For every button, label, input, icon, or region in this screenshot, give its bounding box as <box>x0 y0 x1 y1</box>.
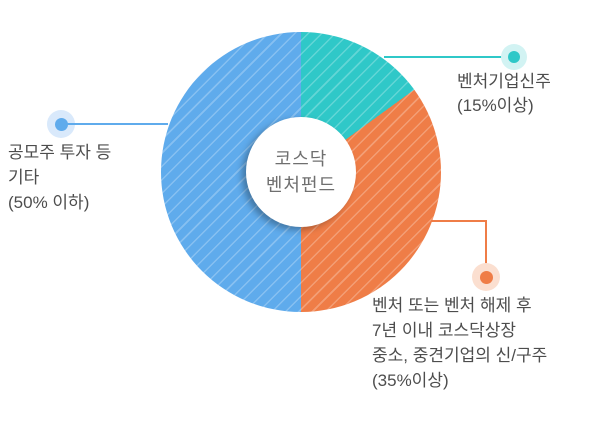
slice-label-line: 벤처 또는 벤처 해제 후 <box>372 296 532 315</box>
slice-label-line: 중소, 중견기업의 신/구주 <box>372 346 548 365</box>
callout-line-left <box>64 123 168 125</box>
callout-dot-bottom-right <box>472 263 500 291</box>
callout-line-bottom-right-horizontal <box>431 220 487 222</box>
slice-label-line: (15%이상) <box>457 96 534 115</box>
callout-dot-core-left <box>54 117 68 131</box>
slice-label-line: (35%이상) <box>372 371 449 390</box>
slice-label-line: 기타 <box>8 168 40 187</box>
callout-dot-core-top-right <box>508 51 520 63</box>
donut-center-title-line2: 벤처펀드 <box>265 175 337 195</box>
slice-label-public-offering: 공모주 투자 등 기타 (50% 이하) <box>8 140 111 215</box>
donut-center: 코스닥 벤처펀드 <box>246 117 356 227</box>
callout-dot-top-right <box>501 44 527 70</box>
callout-line-bottom-right-vertical <box>485 221 487 265</box>
slice-label-venture-new-shares: 벤처기업신주 (15%이상) <box>457 70 551 118</box>
donut-center-title-line1: 코스닥 <box>274 149 328 169</box>
slice-label-line: 7년 이내 코스닥상장 <box>372 321 517 340</box>
slice-label-kosdaq-listed-shares: 벤처 또는 벤처 해제 후 7년 이내 코스닥상장 중소, 중견기업의 신/구주… <box>372 293 547 393</box>
callout-line-top-right <box>384 56 514 58</box>
slice-label-line: 벤처기업신주 <box>457 72 551 91</box>
callout-dot-core-bottom-right <box>479 270 493 284</box>
slice-label-line: (50% 이하) <box>8 193 90 212</box>
slice-label-line: 공모주 투자 등 <box>8 143 112 162</box>
